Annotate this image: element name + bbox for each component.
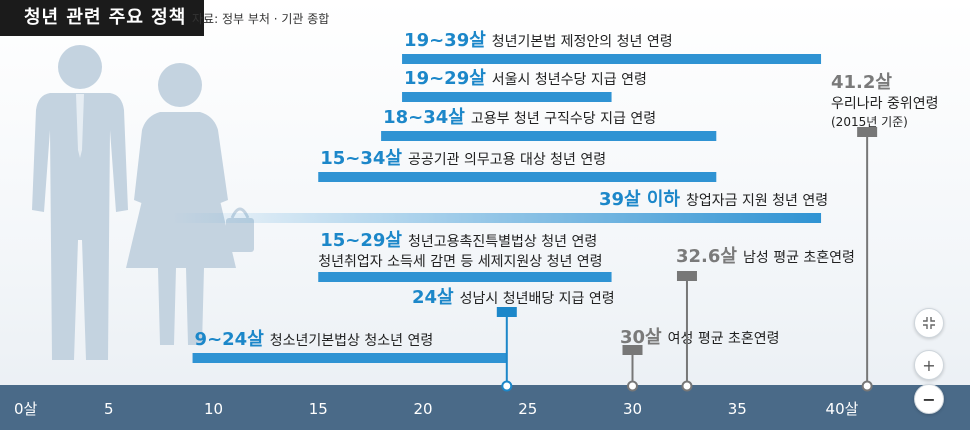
x-tick-label: 15: [309, 400, 328, 418]
marker-caption: 우리나라 중위연령: [831, 96, 939, 112]
range-bar: [192, 353, 507, 363]
x-tick-label: 30: [623, 400, 642, 418]
marker-dot: [627, 380, 638, 392]
range-highlight: 39살 이하: [599, 189, 680, 210]
x-axis: 0살 5 10 15 20 25 30 35 40살: [14, 400, 859, 418]
x-tick-label: 20: [413, 400, 432, 418]
x-tick-label: 25: [518, 400, 537, 418]
marker-cap: [496, 307, 517, 317]
marker-label: 30살 여성 평균 초혼연령: [620, 327, 780, 348]
source-note: 자료: 정부 부처 · 기관 종합: [192, 12, 330, 26]
range-bar: [171, 213, 822, 223]
range-bar: [402, 92, 612, 102]
range-caption: 고용부 청년 구직수당 지급 연령: [471, 111, 656, 127]
marker-dot: [501, 380, 513, 392]
range-bars: 19~39살 청년기본법 제정안의 청년 연령 19~29살 서울시 청년수당 지급 …: [171, 30, 828, 363]
age-markers: 24살 성남시 청년배당 지급 연령 30살 여성 평균 초혼연령 32.6살 남성 평균…: [412, 72, 939, 392]
page-title: 청년 관련 주요 정책: [0, 0, 205, 36]
range-caption: 청소년기본법상 청소년 연령: [270, 333, 433, 349]
marker-cap: [676, 271, 697, 281]
range-highlight: 9~24살: [195, 329, 265, 350]
marker-dot: [861, 380, 873, 392]
range-highlight: 15~29살: [320, 230, 402, 251]
axis-band: [0, 385, 970, 430]
recenter-icon: [923, 317, 935, 329]
range-caption: 공공기관 의무고용 대상 청년 연령: [408, 152, 606, 168]
range-bar: [381, 131, 717, 141]
recenter-button[interactable]: [914, 308, 944, 338]
marker-highlight: 24살: [412, 287, 454, 308]
x-tick-label: 40살: [826, 400, 859, 418]
x-tick-label: 0살: [14, 400, 38, 418]
marker-caption: 성남시 청년배당 지급 연령: [460, 291, 615, 307]
zoom-in-button[interactable]: +: [914, 350, 944, 380]
range-bar: [402, 54, 822, 64]
marker-highlight: 30살: [620, 327, 662, 348]
marker-highlight: 41.2살: [831, 72, 892, 93]
range-label: 19~39살 청년기본법 제정안의 청년 연령: [404, 30, 673, 51]
range-highlight: 19~29살: [404, 68, 486, 89]
woman-silhouette-icon: [126, 63, 236, 345]
range-caption: 청년고용촉진특별법상 청년 연령: [408, 234, 597, 250]
range-caption: 청년기본법 제정안의 청년 연령: [492, 34, 673, 50]
x-tick-label: 5: [104, 400, 114, 418]
range-caption: 서울시 청년수당 지급 연령: [492, 72, 647, 88]
range-highlight: 18~34살: [383, 107, 465, 128]
range-caption: 창업자금 지원 청년 연령: [686, 193, 828, 209]
range-label: 15~34살 공공기관 의무고용 대상 청년 연령: [320, 148, 606, 169]
marker-cap: [857, 127, 878, 137]
marker-cap: [622, 345, 643, 355]
zoom-in-icon: +: [922, 355, 936, 375]
range-highlight: 19~39살: [404, 30, 486, 51]
range-label: 19~29살 서울시 청년수당 지급 연령: [404, 68, 647, 89]
marker-dot: [681, 380, 693, 392]
range-bar: [318, 172, 717, 182]
range-caption-2: 청년취업자 소득세 감면 등 세제지원상 청년 연령: [318, 254, 602, 270]
range-bar: [318, 272, 612, 282]
range-highlight: 15~34살: [320, 148, 402, 169]
marker-label: 32.6살 남성 평균 초혼연령: [676, 246, 855, 267]
marker-label: 24살 성남시 청년배당 지급 연령: [412, 287, 615, 308]
marker-caption: 여성 평균 초혼연령: [668, 331, 780, 347]
marker-caption-2: (2015년 기준): [831, 115, 908, 129]
marker-caption: 남성 평균 초혼연령: [743, 250, 855, 266]
range-label: 18~34살 고용부 청년 구직수당 지급 연령: [383, 107, 656, 128]
range-label: 9~24살 청소년기본법상 청소년 연령: [195, 329, 434, 350]
x-tick-label: 10: [204, 400, 223, 418]
zoom-out-icon: −: [922, 389, 936, 409]
range-label: 39살 이하 창업자금 지원 청년 연령: [599, 189, 828, 210]
range-label: 15~29살 청년고용촉진특별법상 청년 연령: [320, 230, 597, 251]
x-tick-label: 35: [728, 400, 747, 418]
zoom-out-button[interactable]: −: [914, 384, 944, 414]
marker-highlight: 32.6살: [676, 246, 737, 267]
marker-label: 41.2살: [831, 72, 892, 93]
man-silhouette-icon: [32, 45, 128, 360]
